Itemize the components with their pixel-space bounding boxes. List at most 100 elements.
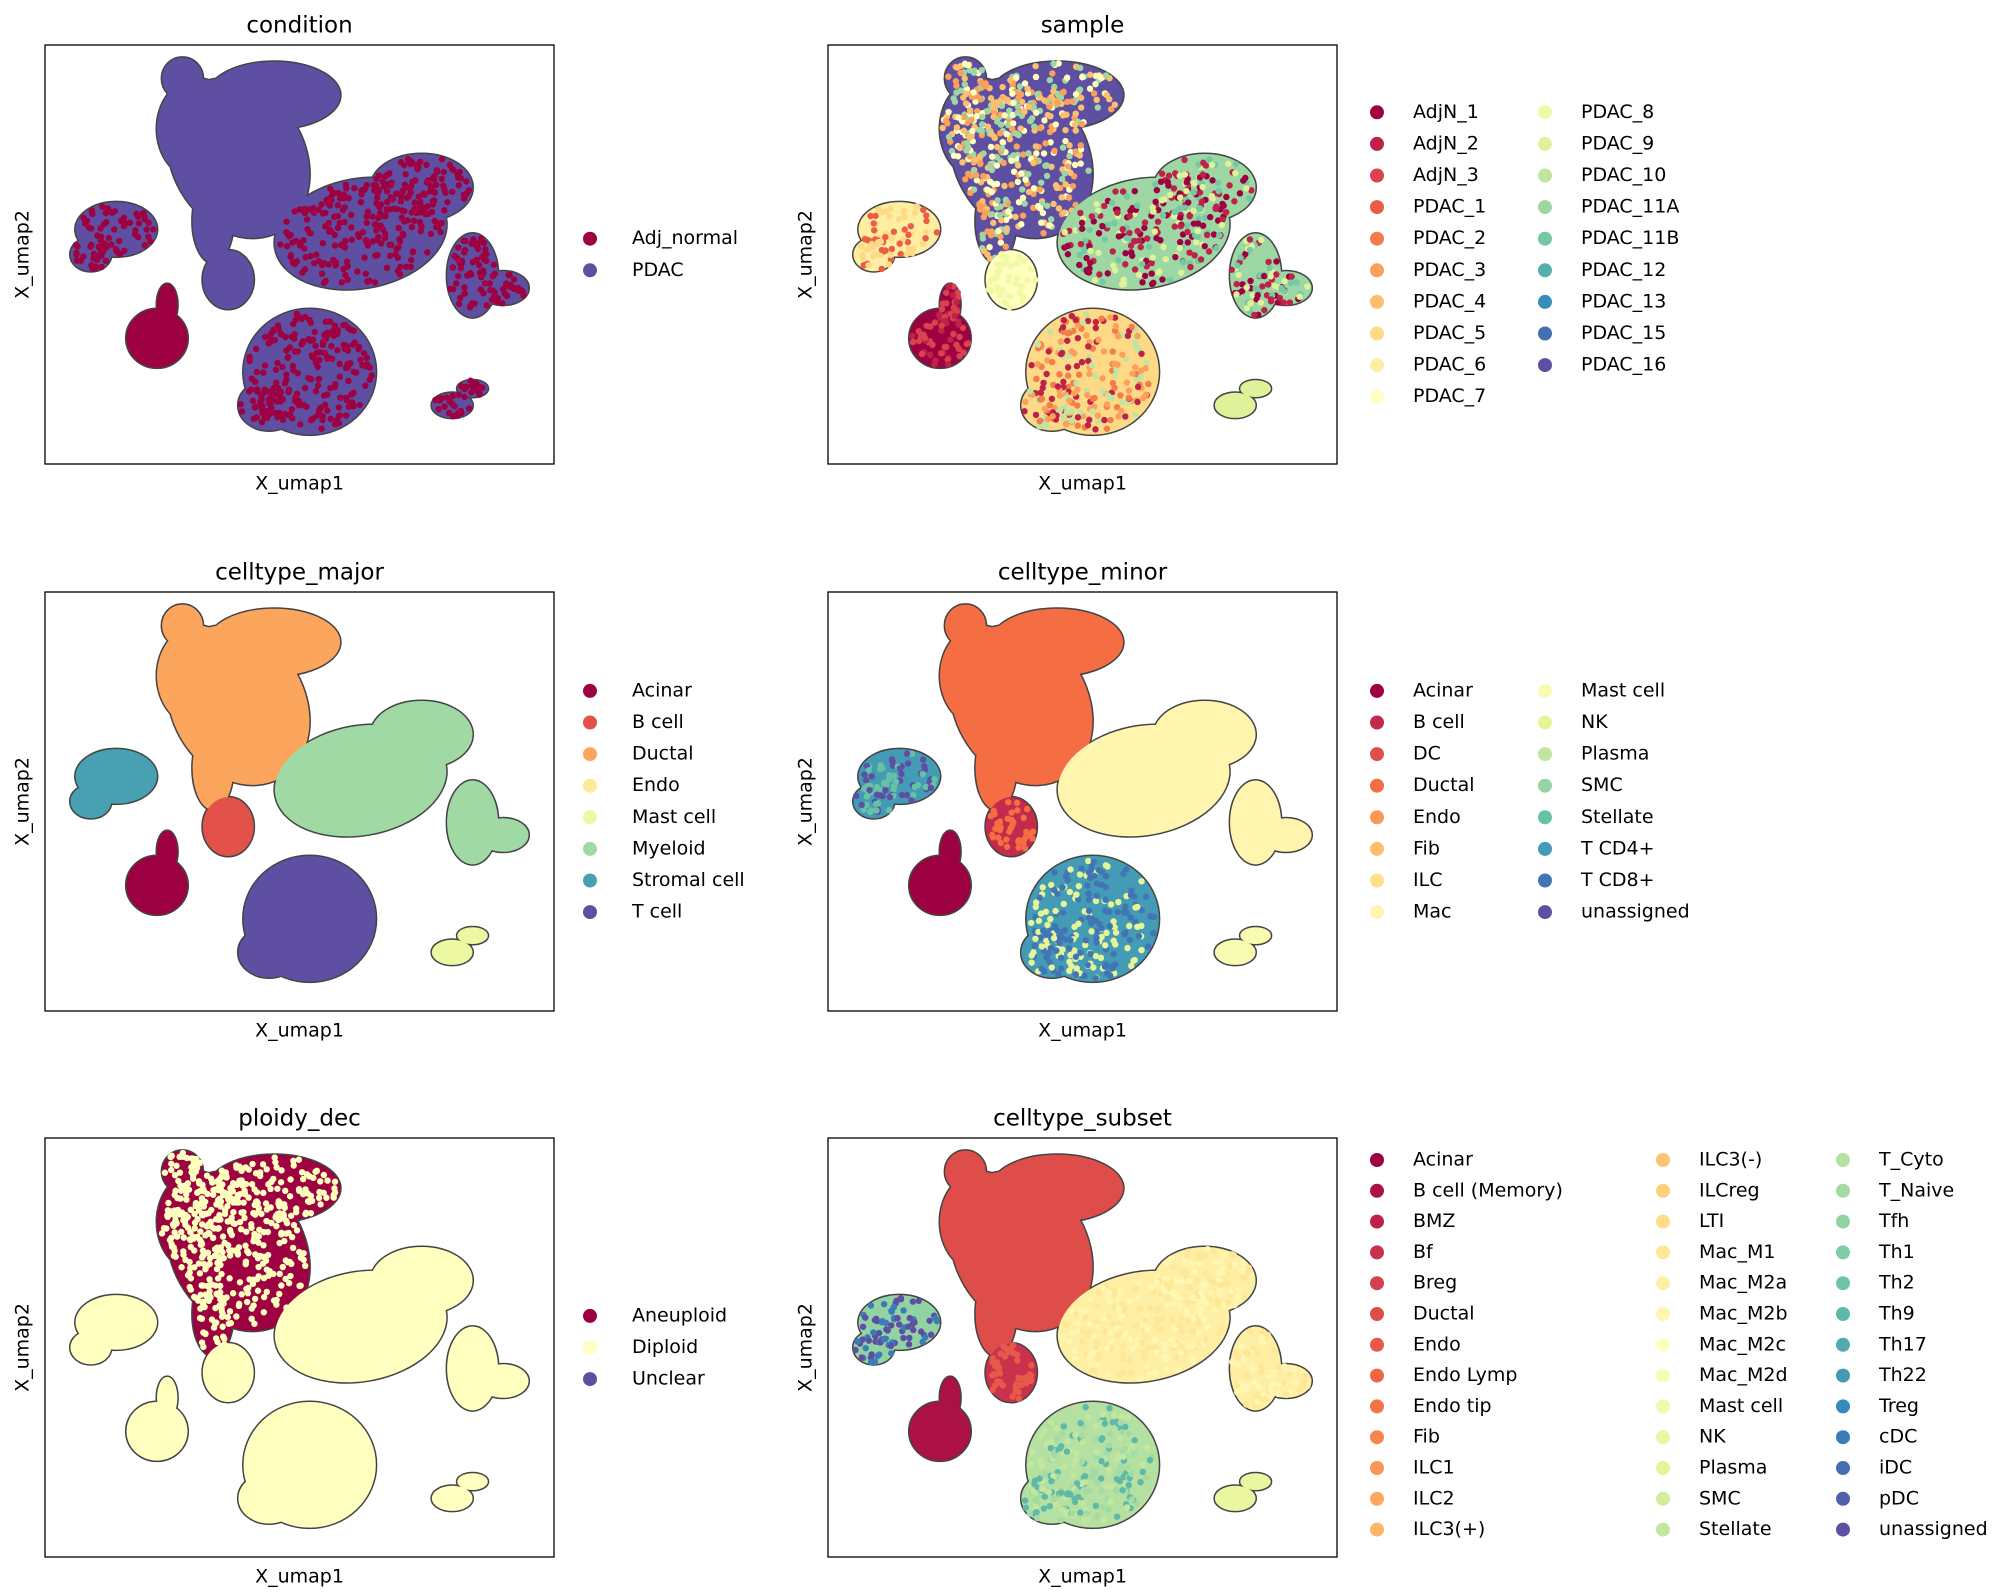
cell <box>954 153 962 160</box>
cell <box>1093 880 1101 887</box>
cell <box>1155 1305 1162 1312</box>
cell <box>1231 1261 1239 1268</box>
legend-label: Endo <box>1413 1333 1461 1355</box>
cell <box>283 229 290 236</box>
cell <box>1057 94 1065 101</box>
cell <box>240 1199 247 1206</box>
cell <box>319 239 327 247</box>
cell <box>217 1186 225 1193</box>
legend-marker <box>1370 358 1384 373</box>
legend-label: ILC <box>1413 869 1442 891</box>
legend-marker <box>1370 1276 1384 1291</box>
cell <box>1304 283 1311 290</box>
legend-label: Acinar <box>632 679 692 701</box>
cell <box>1060 88 1067 96</box>
cell <box>354 268 361 275</box>
cell <box>1233 280 1240 288</box>
cell <box>1104 1344 1111 1352</box>
cell <box>242 1242 249 1249</box>
legend-label: PDAC_5 <box>1413 322 1486 344</box>
cell <box>331 1185 338 1192</box>
cell <box>1126 229 1133 237</box>
cell <box>885 806 893 814</box>
cell <box>1086 259 1094 267</box>
cell <box>268 1219 275 1227</box>
cell <box>1187 263 1194 271</box>
legend-marker <box>1656 1245 1670 1260</box>
cell <box>1238 1343 1245 1350</box>
cell <box>1176 245 1184 252</box>
cell <box>375 214 382 222</box>
cell <box>1127 1356 1134 1364</box>
cell <box>374 251 381 259</box>
cell <box>1092 1502 1100 1510</box>
legend-marker <box>1370 778 1384 793</box>
legend-label: B cell <box>1413 711 1465 733</box>
cell <box>1032 276 1039 284</box>
cell <box>1033 375 1040 383</box>
cell <box>1073 379 1080 387</box>
cell <box>942 117 950 124</box>
cell <box>1104 1370 1112 1378</box>
cell <box>164 1207 172 1214</box>
cell <box>1214 179 1222 186</box>
cell <box>276 1239 283 1247</box>
legend-label: Mac_M2b <box>1699 1303 1788 1325</box>
cell <box>1088 362 1096 369</box>
cell <box>1042 908 1050 915</box>
cell <box>1038 1462 1046 1470</box>
cell <box>1025 188 1033 196</box>
legend-marker <box>583 263 597 278</box>
cell <box>927 1331 935 1338</box>
cell <box>1118 1313 1126 1320</box>
cell <box>101 220 108 228</box>
cell <box>1182 204 1189 212</box>
cell <box>1057 954 1065 961</box>
cell <box>1132 376 1140 383</box>
cell <box>293 1227 301 1234</box>
cell <box>315 206 322 213</box>
cell <box>1024 85 1031 92</box>
cell <box>342 394 350 402</box>
cell <box>863 801 870 809</box>
cell <box>1190 179 1198 187</box>
cell <box>999 139 1007 146</box>
cell <box>290 1221 298 1229</box>
cell <box>1234 262 1241 269</box>
cell <box>319 416 326 424</box>
cell <box>1016 289 1023 297</box>
cell <box>1042 140 1049 147</box>
cell <box>931 319 939 326</box>
cell <box>964 62 972 69</box>
cell <box>1032 73 1040 81</box>
cell <box>1251 1379 1258 1386</box>
cell <box>1062 421 1070 428</box>
cell <box>1045 348 1052 355</box>
cluster <box>1240 380 1271 397</box>
cell <box>1225 160 1232 167</box>
cluster <box>126 855 188 915</box>
cell <box>1143 1326 1151 1333</box>
cell <box>1300 1372 1308 1380</box>
cell <box>1178 269 1185 276</box>
cell <box>1048 395 1056 403</box>
cluster <box>945 604 986 647</box>
legend-marker <box>1538 105 1552 120</box>
cell <box>1111 384 1118 391</box>
cell <box>1047 1419 1055 1427</box>
cell <box>306 229 313 237</box>
cell <box>1123 234 1131 242</box>
cell <box>341 345 349 353</box>
cell <box>1085 896 1093 903</box>
cell <box>376 209 384 217</box>
cell <box>1077 209 1084 217</box>
cell <box>72 241 80 249</box>
cell <box>1106 922 1113 930</box>
cell <box>1028 1362 1035 1369</box>
cell <box>221 1210 229 1218</box>
cell <box>894 1314 901 1322</box>
cell <box>988 287 995 295</box>
cell <box>252 378 259 386</box>
cell <box>1049 70 1056 77</box>
